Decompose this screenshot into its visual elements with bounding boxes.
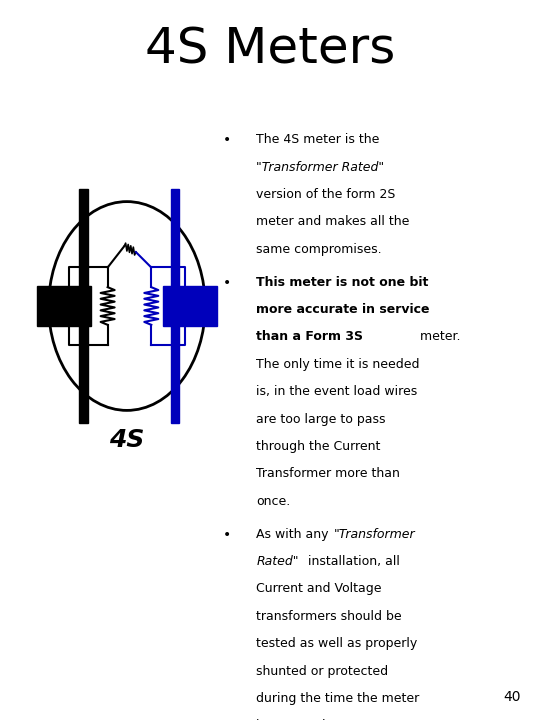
Text: version of the form 2S: version of the form 2S — [256, 188, 396, 201]
Text: 4S Meters: 4S Meters — [145, 25, 395, 73]
Bar — [37, 286, 91, 325]
Text: •: • — [222, 276, 231, 289]
Text: •: • — [222, 528, 231, 541]
Text: This meter is not one bit: This meter is not one bit — [256, 276, 429, 289]
Text: same compromises.: same compromises. — [256, 243, 382, 256]
Bar — [79, 323, 87, 423]
Bar — [163, 286, 217, 325]
Text: The only time it is needed: The only time it is needed — [256, 358, 420, 371]
Text: are too large to pass: are too large to pass — [256, 413, 386, 426]
Bar — [79, 189, 87, 289]
Bar — [171, 323, 179, 423]
Text: once.: once. — [256, 495, 291, 508]
Text: •: • — [222, 133, 231, 147]
Text: shunted or protected: shunted or protected — [256, 665, 389, 678]
Text: through the Current: through the Current — [256, 440, 381, 453]
Text: than a Form 3S: than a Form 3S — [256, 330, 363, 343]
Text: more accurate in service: more accurate in service — [256, 303, 430, 316]
Text: "Transformer Rated": "Transformer Rated" — [256, 161, 384, 174]
Text: transformers should be: transformers should be — [256, 610, 402, 623]
Text: meter.: meter. — [416, 330, 460, 343]
Text: meter and makes all the: meter and makes all the — [256, 215, 410, 228]
Text: installation, all: installation, all — [304, 555, 400, 568]
Text: is, in the event load wires: is, in the event load wires — [256, 385, 418, 398]
Text: 40: 40 — [504, 690, 521, 704]
Text: tested as well as properly: tested as well as properly — [256, 637, 418, 650]
Text: Transformer more than: Transformer more than — [256, 467, 400, 480]
Text: As with any: As with any — [256, 528, 333, 541]
Bar — [171, 189, 179, 289]
Text: The 4S meter is the: The 4S meter is the — [256, 133, 380, 146]
Text: Rated": Rated" — [256, 555, 299, 568]
Text: Current and Voltage: Current and Voltage — [256, 582, 382, 595]
Text: "Transformer: "Transformer — [334, 528, 415, 541]
Text: during the time the meter: during the time the meter — [256, 692, 420, 705]
Text: 4S: 4S — [109, 428, 145, 452]
